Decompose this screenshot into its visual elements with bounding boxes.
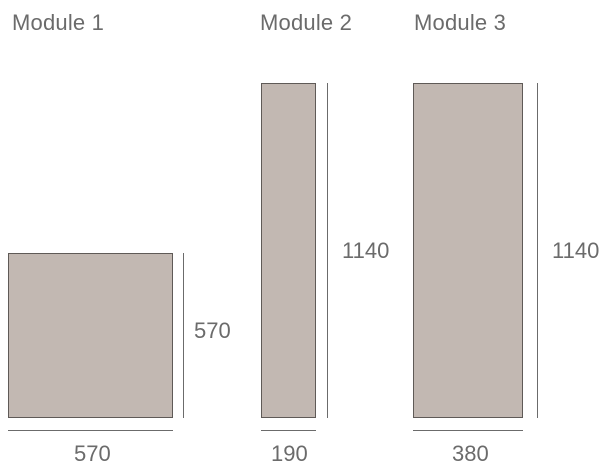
module-3-height-dimension-line (537, 83, 538, 418)
module-2-height-label: 1140 (342, 238, 390, 263)
module-3-title: Module 3 (414, 10, 507, 35)
module-2-height-dimension-line (327, 83, 328, 418)
module-3-panel (413, 83, 523, 418)
module-2-width-dimension-line (261, 430, 316, 431)
module-3-height-label: 1140 (552, 238, 599, 263)
module-1-height-dimension-line (183, 253, 184, 418)
module-3-width-label: 380 (452, 441, 489, 466)
module-2-panel (261, 83, 316, 418)
module-2-width-label: 190 (271, 441, 308, 466)
module-3-width-dimension-line (413, 430, 523, 431)
module-1-width-label: 570 (74, 441, 111, 466)
module-1-height-label: 570 (194, 318, 231, 343)
module-1-panel (8, 253, 173, 418)
module-1-title: Module 1 (12, 10, 105, 35)
module-2-title: Module 2 (260, 10, 353, 35)
module-1-width-dimension-line (8, 430, 173, 431)
